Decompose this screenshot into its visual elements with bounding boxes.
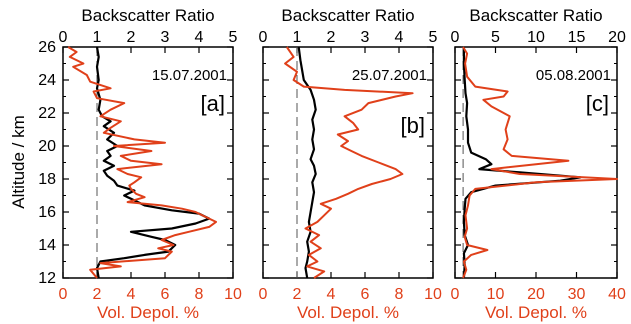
top-tick-label: 2 [327,29,336,46]
top-tick-label: 0 [259,29,268,46]
top-axis-title: Backscatter Ratio [469,6,602,25]
top-tick-label: 1 [293,29,302,46]
backscatter-ratio-line [297,46,317,279]
y-tick-label: 22 [38,105,56,122]
top-tick-label: 5 [229,29,238,46]
depolarization-line [67,46,217,279]
bottom-tick-label: 0 [451,286,460,303]
bottom-tick-label: 0 [259,286,268,303]
bottom-tick-label: 6 [361,286,370,303]
date-label: 25.07.2001 [352,67,427,84]
top-tick-label: 3 [361,29,370,46]
bottom-tick-label: 10 [224,286,242,303]
top-tick-label: 15 [568,29,586,46]
bottom-tick-label: 2 [293,286,302,303]
top-tick-label: 4 [395,29,404,46]
bottom-tick-label: 4 [327,286,336,303]
panel-b: 0 1 2 3 4 5 Backscatter Ratio 0 2 4 6 8 10 Vol. Depol… [259,6,442,322]
top-tick-label: 10 [527,29,545,46]
y-tick-label: 20 [38,138,56,155]
bottom-tick-label: 30 [568,286,586,303]
bottom-tick-label: 8 [195,286,204,303]
panel-a: 0 1 2 3 4 5 Backscatter Ratio 0 2 4 6 8 10 Vol. Depol… [59,6,242,322]
top-tick-label: 1 [93,29,102,46]
top-tick-label: 0 [59,29,68,46]
bottom-tick-label: 6 [161,286,170,303]
bottom-tick-label: 4 [127,286,136,303]
y-tick-label: 26 [38,39,56,56]
top-tick-label: 0 [451,29,460,46]
y-tick-label: 24 [38,72,56,89]
depolarization-line [462,46,618,279]
bottom-axis-title: Vol. Depol. % [97,303,199,322]
top-axis-title: Backscatter Ratio [81,6,214,25]
panel-label: [c] [586,91,609,116]
y-tick-label: 18 [38,171,56,188]
top-tick-label: 5 [491,29,500,46]
y-tick-label: 14 [38,237,56,254]
bottom-tick-label: 8 [395,286,404,303]
top-tick-label: 3 [161,29,170,46]
date-label: 15.07.2001 [152,67,227,84]
top-tick-label: 4 [195,29,204,46]
date-label: 05.08.2001 [536,67,611,84]
bottom-axis-title: Vol. Depol. % [485,303,587,322]
bottom-tick-label: 2 [93,286,102,303]
bottom-tick-label: 0 [59,286,68,303]
depolarization-line [284,46,414,279]
panel-label: [b] [401,113,425,138]
y-axis-ticks: 12 14 16 18 20 22 24 26 [38,39,56,287]
panel-c: 0 5 10 15 20 Backscatter Ratio 0 10 20 30 40 Vol. D… [451,6,626,322]
bottom-tick-label: 40 [608,286,626,303]
top-axis-title: Backscatter Ratio [281,6,414,25]
bottom-tick-label: 10 [424,286,442,303]
bottom-axis-title: Vol. Depol. % [297,303,399,322]
top-tick-label: 20 [608,29,626,46]
top-tick-label: 5 [429,29,438,46]
bottom-tick-label: 20 [527,286,545,303]
y-tick-label: 12 [38,270,56,287]
panel-label: [a] [201,91,225,116]
y-tick-label: 16 [38,204,56,221]
bottom-tick-label: 10 [487,286,505,303]
top-tick-label: 2 [127,29,136,46]
y-axis-label: Altitude / km [9,115,28,209]
